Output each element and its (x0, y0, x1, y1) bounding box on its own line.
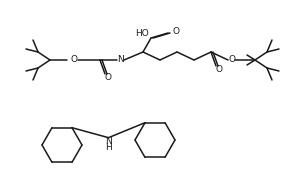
Text: O: O (172, 27, 179, 37)
Text: HO: HO (135, 29, 149, 37)
Text: N: N (118, 56, 124, 64)
Text: O: O (228, 56, 235, 64)
Text: N: N (105, 137, 112, 146)
Text: O: O (71, 56, 78, 64)
Text: H: H (105, 143, 112, 152)
Text: O: O (215, 66, 222, 74)
Text: O: O (105, 74, 112, 82)
